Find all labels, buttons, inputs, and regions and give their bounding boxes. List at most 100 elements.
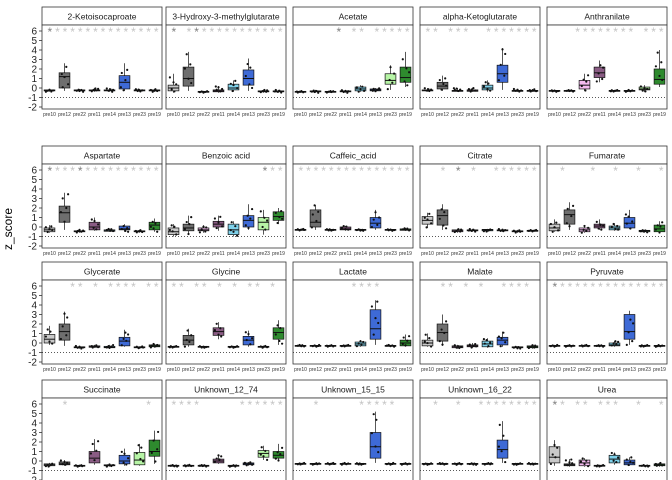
significance-star: * — [524, 25, 529, 39]
data-point — [617, 456, 620, 459]
facet-panel: Citrate* * * * * * * * *pre10 pre12 pre22 pre11 pre1… — [419, 145, 541, 257]
data-point — [170, 224, 173, 227]
significance-star: * — [187, 398, 192, 412]
data-point — [555, 90, 558, 93]
data-point — [361, 85, 364, 88]
data-point — [187, 77, 190, 80]
data-point — [533, 346, 536, 349]
data-point — [632, 461, 635, 464]
data-point — [330, 462, 333, 465]
data-point — [516, 88, 519, 91]
data-point — [120, 227, 123, 231]
box-pre12 — [58, 205, 71, 223]
data-point — [453, 88, 456, 92]
data-point — [315, 89, 318, 93]
box-pre13 — [369, 432, 382, 459]
data-point — [595, 465, 598, 468]
data-point — [204, 90, 207, 94]
x-tick-label: pre11 — [339, 251, 352, 257]
data-point — [597, 344, 600, 347]
significance-star: * — [524, 280, 529, 294]
data-point — [279, 453, 282, 456]
data-point — [644, 90, 647, 93]
x-tick-label: pre10 — [167, 251, 180, 257]
data-point — [230, 221, 233, 224]
data-point — [175, 344, 178, 348]
facet-panel: alpha-Ketoglutarate* * * * * * * * * * * *pre10 pre1… — [419, 6, 541, 118]
data-point — [261, 346, 264, 349]
significance-star: * — [101, 25, 106, 39]
significance-star: * — [382, 164, 387, 178]
data-point — [217, 454, 220, 457]
data-point — [47, 465, 50, 468]
x-tick-label: pre14 — [354, 251, 367, 257]
data-point — [61, 325, 64, 328]
data-point — [330, 229, 333, 232]
x-tick-label: pre11 — [88, 112, 101, 118]
data-point — [584, 89, 587, 92]
data-point — [200, 228, 203, 231]
data-point — [428, 337, 431, 340]
data-point — [408, 71, 411, 74]
data-point — [391, 462, 394, 466]
data-point — [44, 335, 48, 338]
data-point — [198, 231, 201, 234]
x-tick-label: pre10 — [548, 251, 561, 257]
y-tick-label: -2 — [28, 242, 37, 253]
data-point — [120, 71, 123, 75]
data-point — [200, 346, 203, 349]
data-point — [218, 458, 221, 461]
box-pre19 — [148, 439, 161, 457]
data-point — [483, 463, 486, 466]
data-point — [74, 344, 77, 348]
x-tick-label: pre12 — [182, 367, 195, 373]
x-tick-label: pre13 — [242, 367, 255, 373]
x-tick-label: pre14 — [103, 112, 116, 118]
data-point — [215, 322, 218, 325]
significance-star: * — [116, 164, 121, 178]
significance-star: * — [187, 25, 192, 39]
significance-star: * — [255, 25, 260, 39]
data-point — [276, 90, 279, 93]
data-point — [327, 229, 330, 232]
data-point — [230, 345, 233, 348]
data-point — [616, 224, 619, 228]
data-point — [61, 197, 64, 200]
significance-star: * — [278, 398, 283, 412]
significance-star: * — [517, 164, 522, 178]
data-point — [332, 90, 335, 93]
data-point — [263, 88, 266, 92]
data-point — [452, 87, 455, 90]
data-point — [376, 88, 379, 91]
data-point — [205, 345, 208, 349]
x-tick-label: pre14 — [608, 112, 621, 118]
data-point — [453, 462, 456, 465]
significance-star: * — [278, 25, 283, 39]
data-point — [566, 464, 569, 467]
data-point — [646, 344, 649, 347]
data-point — [470, 462, 473, 465]
data-point — [460, 463, 463, 466]
significance-star: * — [583, 25, 588, 39]
data-point — [95, 228, 98, 231]
significance-star: * — [374, 280, 379, 294]
data-point — [441, 462, 444, 465]
significance-star: * — [659, 398, 664, 412]
data-point — [404, 462, 407, 465]
data-point — [317, 210, 320, 213]
data-point — [302, 227, 305, 231]
data-point — [273, 90, 276, 93]
data-point — [656, 51, 659, 54]
significance-star: * — [441, 280, 446, 294]
data-point — [625, 343, 628, 346]
data-point — [345, 225, 348, 228]
data-point — [328, 344, 331, 348]
data-point — [153, 89, 156, 92]
significance-star: * — [659, 164, 664, 178]
panel-frame — [292, 397, 414, 480]
data-point — [641, 229, 644, 232]
data-point — [202, 91, 205, 94]
box-pre12 — [58, 72, 71, 89]
data-point — [92, 88, 95, 91]
